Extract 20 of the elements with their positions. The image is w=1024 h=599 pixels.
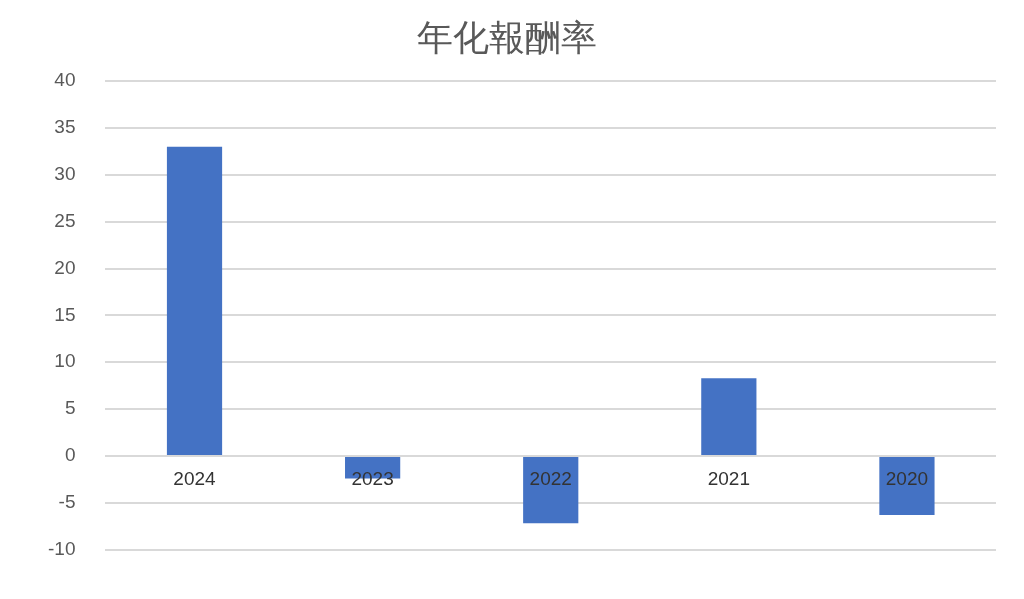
y-tick-label: -10 [47,537,76,559]
chart-title: 年化報酬率 [417,16,597,58]
x-tick-label: 2020 [885,467,929,489]
y-tick-label: 15 [54,303,76,325]
bar [523,456,579,524]
y-tick-label: -5 [58,490,76,512]
x-tick-label: 2024 [173,467,217,489]
bar [879,456,935,515]
bar [701,378,757,455]
y-tick-label: 35 [54,116,76,138]
bar [166,146,223,455]
x-tick-label: 2022 [529,467,572,489]
y-tick-label: 5 [64,397,76,419]
x-tick-label: 2021 [707,467,750,489]
y-tick-label: 20 [54,256,76,278]
y-tick-label: 30 [54,163,76,185]
y-tick-label: 0 [64,444,76,466]
y-tick-label: 25 [54,209,76,231]
y-tick-label: 10 [54,350,76,372]
y-tick-label: 40 [54,69,76,91]
